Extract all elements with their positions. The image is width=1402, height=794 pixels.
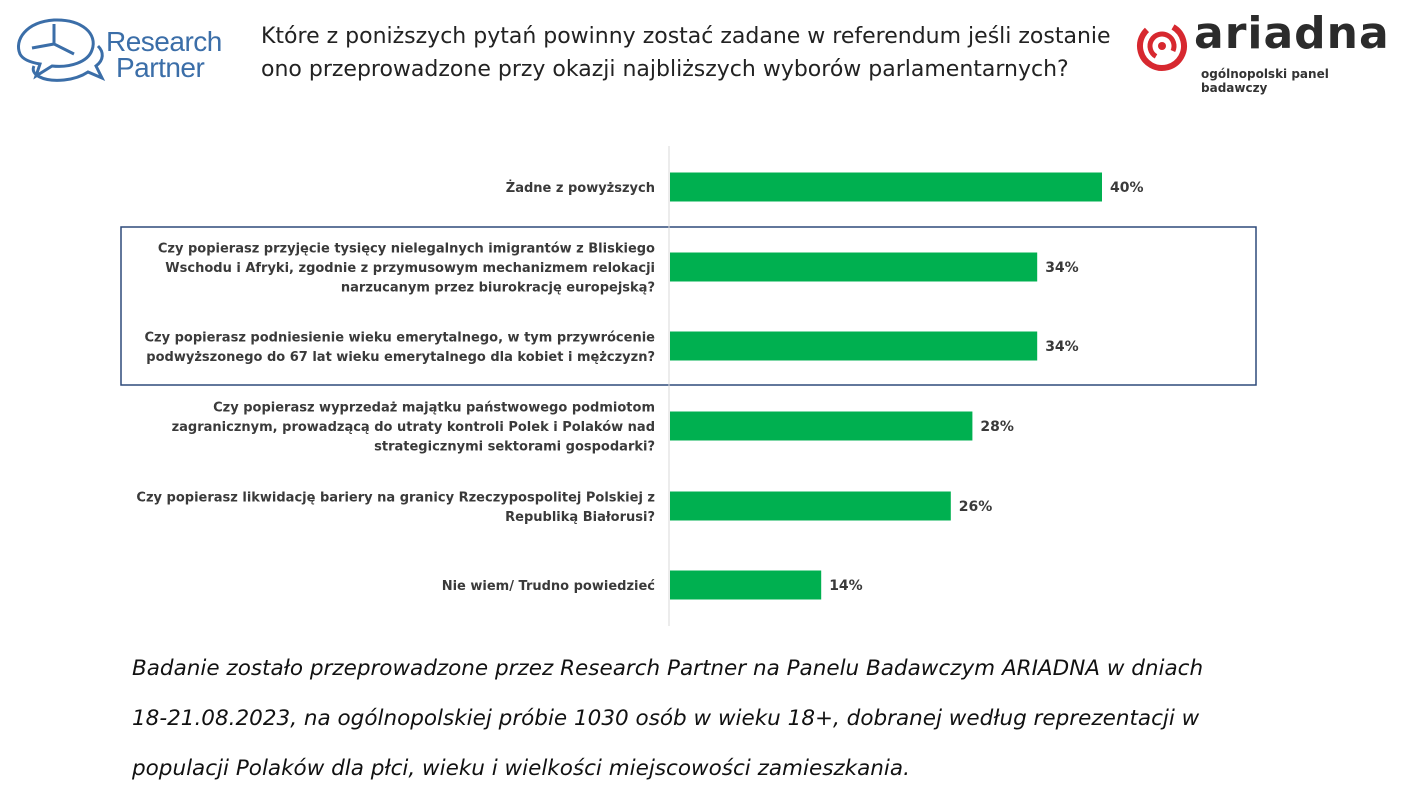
bar-6	[670, 570, 822, 600]
category-label-2-line-3: narzucanym przez biurokrację europejską?	[341, 281, 655, 296]
page-title: Które z poniższych pytań powinny zostać …	[261, 24, 1111, 82]
category-label-4-line-2: zagranicznym, prowadzącą do utraty kontr…	[172, 420, 655, 435]
category-label-3-line-2: podwyższonego do 67 lat wieku emerytalne…	[146, 350, 655, 365]
category-label-2-line-1: Czy popierasz przyjęcie tysięcy nielegal…	[158, 242, 655, 257]
footnote: Badanie zostało przeprowadzone przez Res…	[132, 644, 1282, 794]
footnote-line-3: populacji Polaków dla płci, wieku i wiel…	[132, 756, 910, 781]
value-label-3: 34%	[1045, 339, 1079, 355]
category-label-1-line-1: Żadne z powyższych	[506, 180, 655, 196]
bar-3	[670, 331, 1038, 361]
ariadna-logo: ariadna ogólnopolski panel badawczy	[1136, 8, 1390, 95]
logo-text-research: Research	[106, 26, 222, 57]
logo-tagline: ogólnopolski panel badawczy	[1201, 67, 1329, 95]
highlight-frame	[120, 226, 1257, 386]
footnote-line-1: Badanie zostało przeprowadzone przez Res…	[132, 656, 1204, 681]
category-label-5-line-1: Czy popierasz likwidację bariery na gran…	[136, 490, 655, 505]
category-label-5-line-2: Republiką Białorusi?	[505, 510, 655, 525]
value-label-6: 14%	[829, 578, 863, 594]
value-label-4: 28%	[980, 419, 1014, 435]
category-label-2-line-2: Wschodu i Afryki, zgodnie z przymusowym …	[165, 261, 655, 276]
category-label-4-line-1: Czy popierasz wyprzedaż majątku państwow…	[213, 401, 655, 416]
category-label-4-line-3: strategicznymi sektorami gospodarki?	[374, 440, 655, 455]
category-label-6-line-1: Nie wiem/ Trudno powiedzieć	[442, 579, 656, 594]
bar-2	[670, 252, 1038, 282]
bar-chart: 40% Żadne z powyższych 34% Czy popierasz pr…	[120, 146, 1257, 626]
bar-5	[670, 491, 951, 521]
value-label-5: 26%	[959, 499, 993, 515]
footnote-line-2: 18-21.08.2023, na ogólnopolskiej próbie …	[132, 706, 1200, 731]
speech-bubbles-pie-icon	[17, 18, 106, 82]
bar-4	[670, 411, 973, 441]
bar-1	[670, 172, 1102, 202]
logo-text-partner: Partner	[116, 52, 205, 83]
research-partner-logo: Research Partner	[12, 16, 232, 86]
logo-text-ariadna: ariadna	[1194, 8, 1390, 59]
value-label-1: 40%	[1110, 180, 1144, 196]
spiral-icon	[1137, 20, 1187, 71]
value-label-2: 34%	[1045, 260, 1079, 276]
category-label-3-line-1: Czy popierasz podniesienie wieku emeryta…	[144, 330, 655, 345]
